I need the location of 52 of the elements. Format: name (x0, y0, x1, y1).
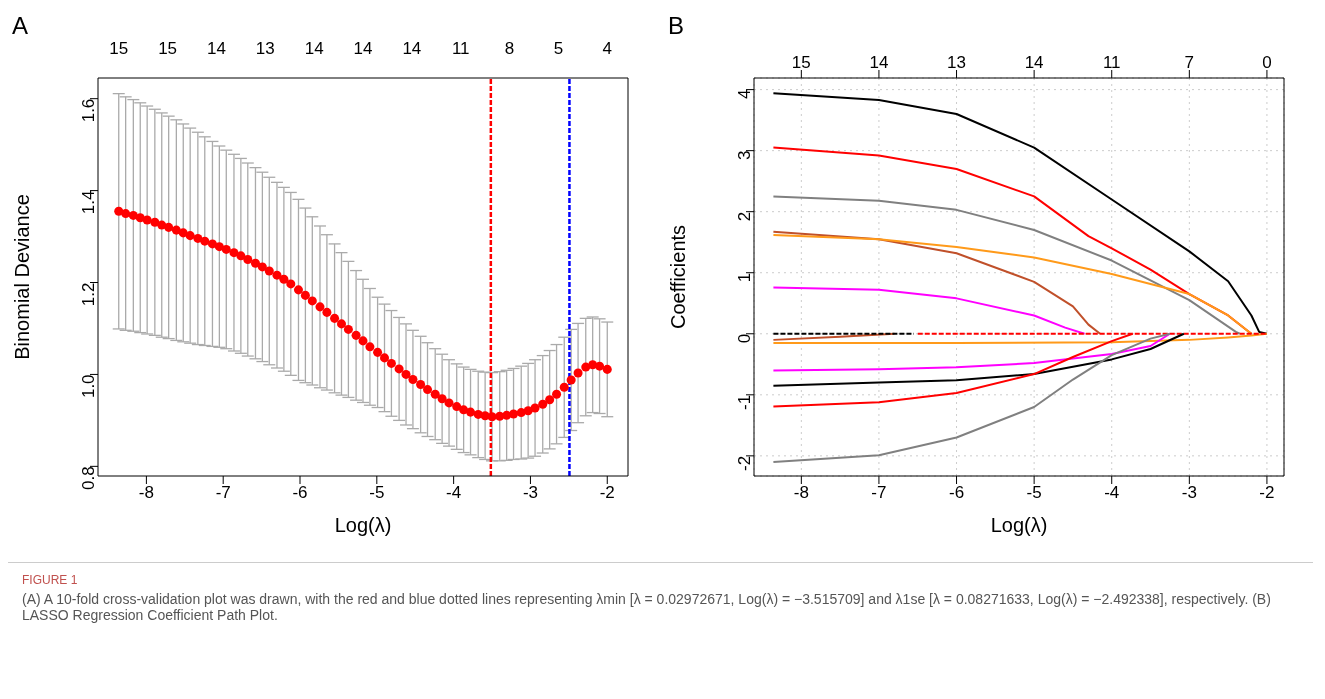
text: 8 (504, 39, 515, 58)
x-tick-label: -3 (1181, 483, 1197, 503)
y-tick-label: 1.4 (79, 190, 99, 215)
y-axis-title: Coefficients (667, 224, 690, 330)
y-tick-label: 1.0 (79, 374, 99, 399)
x-axis-title: Log(λ) (334, 514, 392, 536)
text: 15 (791, 53, 811, 72)
x-tick-label: -8 (138, 483, 154, 503)
y-tick-label: 4 (735, 89, 755, 100)
chart-title: A (12, 12, 29, 40)
text: 11 (451, 39, 470, 58)
text: 15 (158, 39, 178, 58)
x-tick-label: -8 (793, 483, 809, 503)
x-tick-label: -2 (1259, 483, 1275, 503)
x-tick-label: -3 (522, 483, 539, 503)
x-axis-title: Log(λ) (990, 514, 1048, 536)
y-tick-label: 1 (735, 272, 755, 283)
text: 14 (304, 39, 324, 58)
x-tick-label: -5 (1026, 483, 1042, 503)
text: 7 (1184, 53, 1195, 72)
x-tick-label: -4 (1104, 483, 1120, 503)
x-tick-label: -2 (599, 483, 615, 503)
y-tick-label: -2 (735, 455, 755, 471)
text: 13 (947, 53, 966, 72)
y-tick-label: 3 (735, 150, 755, 161)
text: 14 (869, 53, 889, 72)
y-tick-label: 0.8 (79, 466, 99, 490)
y-tick-label: 0 (735, 333, 755, 344)
x-tick-label: -7 (215, 483, 231, 503)
text: (A) A 10-fold cross-validation plot was drawn, with the red and blue dotted lines representing λmin [λ = 0.02972671, Log(λ) = −3.515709] and λ1se [λ = 0.08271633, Log(λ) = −2.492338], respectively. (B) LASSO Regression Coefficient Path Plot. (22, 591, 1272, 623)
y-tick-label: 1.6 (79, 98, 99, 123)
y-axis-title: Binomial Deviance (11, 194, 34, 360)
caption: FIGURE 1 (22, 573, 79, 587)
text: 14 (353, 39, 373, 58)
x-tick-label: -6 (948, 483, 965, 503)
text: 15 (109, 39, 129, 58)
x-tick-label: -6 (292, 483, 308, 503)
text: 14 (206, 39, 226, 58)
y-tick-label: -1 (735, 394, 755, 410)
x-tick-label: -7 (871, 483, 887, 503)
text: 11 (1102, 53, 1121, 72)
text: 14 (402, 39, 422, 58)
y-tick-label: 1.2 (79, 282, 99, 307)
y-tick-label: 2 (735, 211, 755, 222)
chart-title: B (668, 12, 685, 40)
x-tick-label: -5 (369, 483, 385, 503)
text: 14 (1024, 53, 1044, 72)
text: 4 (602, 39, 612, 58)
text: 0 (1262, 53, 1272, 72)
text: 13 (255, 39, 275, 58)
x-tick-label: -4 (446, 483, 462, 503)
text: 5 (553, 39, 564, 58)
